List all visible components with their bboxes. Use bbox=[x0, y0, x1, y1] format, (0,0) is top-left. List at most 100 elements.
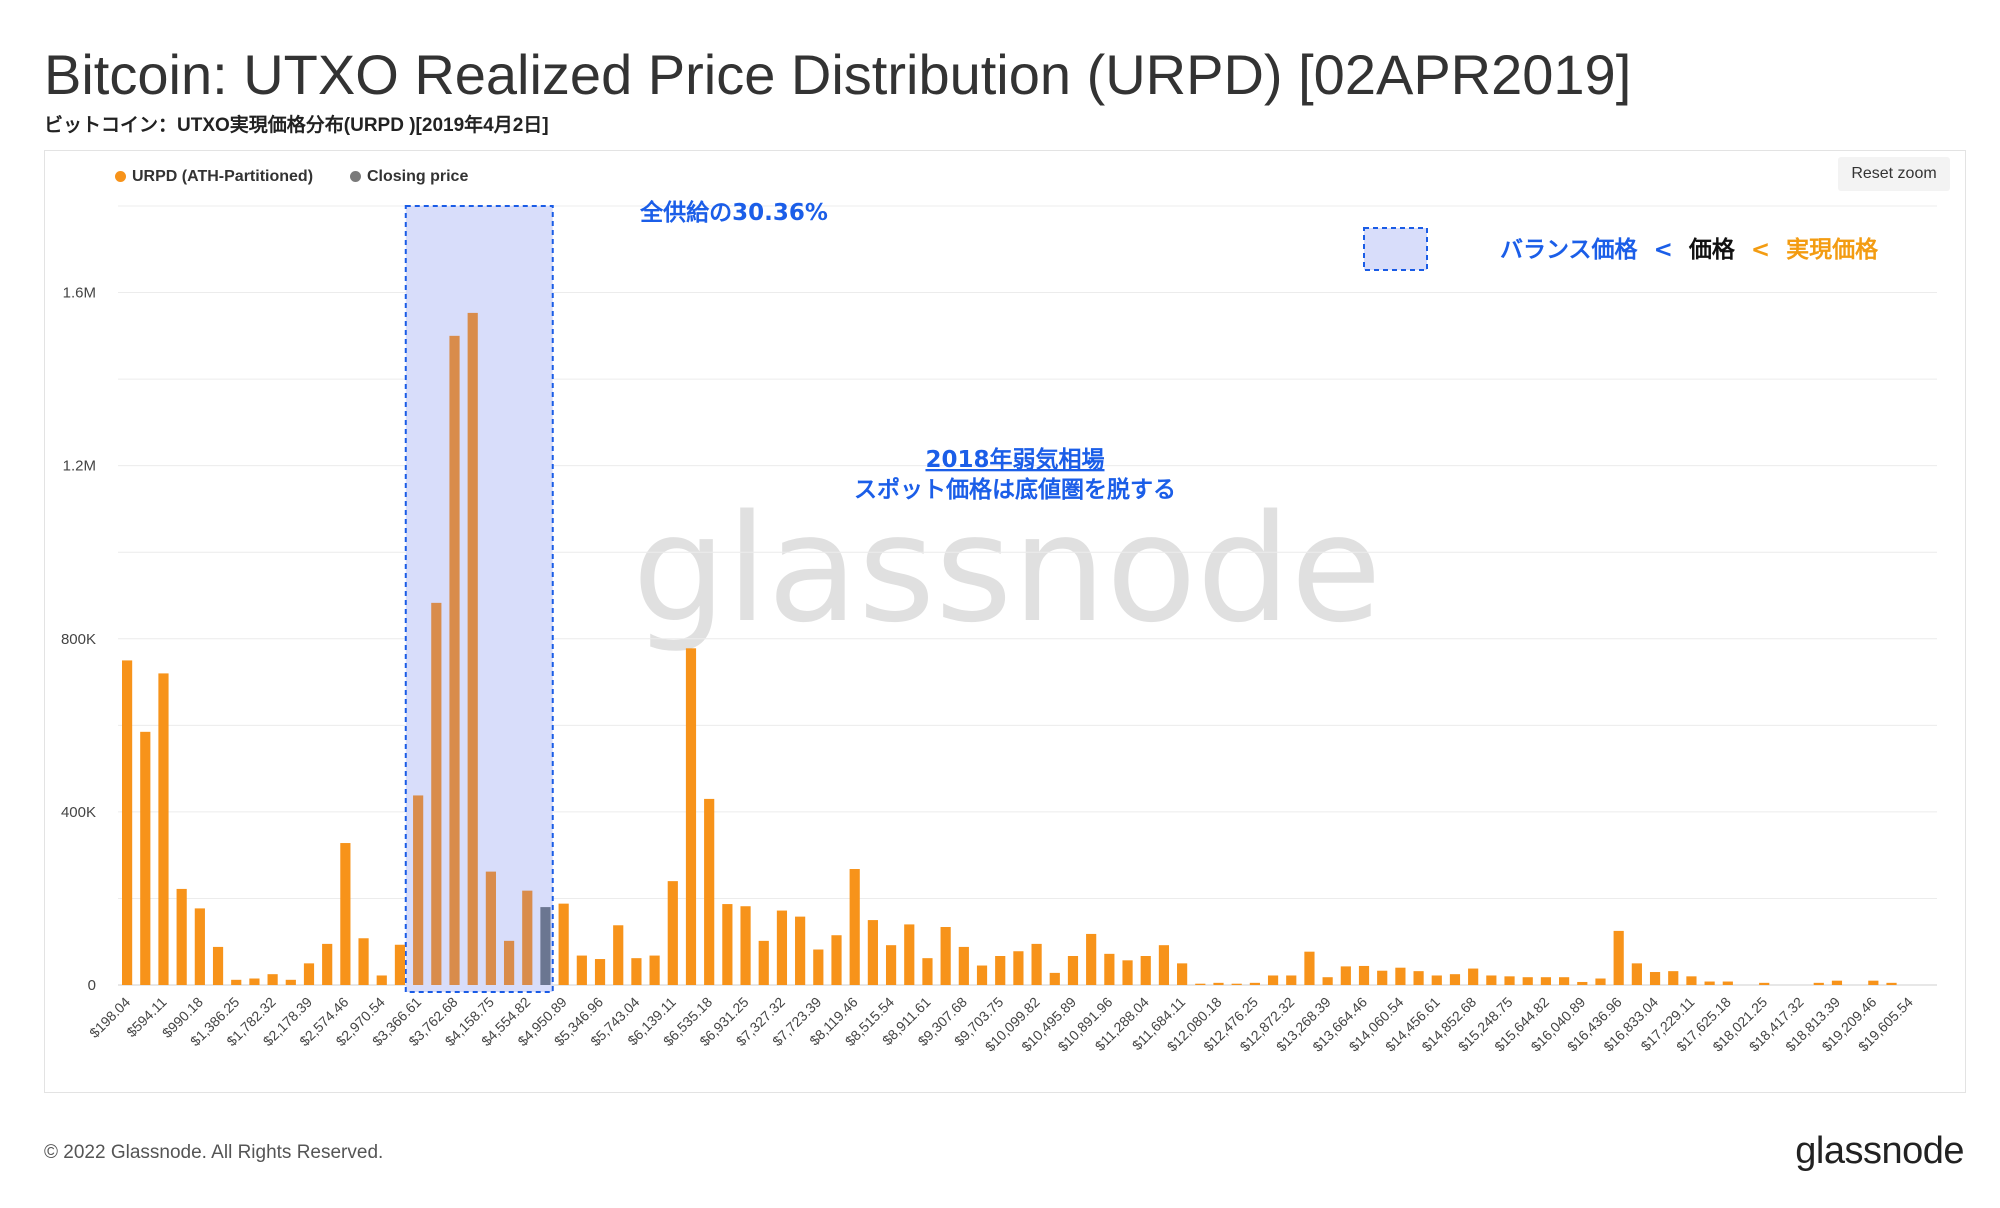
urpd-bar[interactable] bbox=[285, 979, 296, 985]
urpd-bar[interactable] bbox=[922, 958, 933, 985]
urpd-bar[interactable] bbox=[1104, 953, 1115, 985]
urpd-bar[interactable] bbox=[249, 978, 260, 985]
urpd-bar[interactable] bbox=[1413, 971, 1424, 985]
urpd-bar[interactable] bbox=[976, 965, 988, 985]
urpd-bar[interactable] bbox=[1122, 960, 1133, 985]
urpd-bar[interactable] bbox=[1249, 982, 1260, 985]
urpd-bar[interactable] bbox=[1067, 956, 1079, 985]
urpd-bar[interactable] bbox=[322, 943, 333, 985]
urpd-bar[interactable] bbox=[1886, 982, 1897, 985]
legend-item-closing-price[interactable]: Closing price bbox=[350, 168, 468, 186]
page-title: Bitcoin: UTXO Realized Price Distributio… bbox=[44, 43, 1632, 106]
urpd-bar[interactable] bbox=[1195, 983, 1206, 985]
urpd-bar[interactable] bbox=[1086, 933, 1097, 985]
urpd-bar[interactable] bbox=[849, 869, 860, 985]
urpd-bar[interactable] bbox=[867, 920, 878, 985]
urpd-bar[interactable] bbox=[722, 904, 733, 985]
urpd-bar[interactable] bbox=[485, 871, 496, 985]
urpd-bar[interactable] bbox=[1504, 976, 1515, 985]
closing-price-bar[interactable] bbox=[540, 907, 551, 985]
urpd-bar[interactable] bbox=[394, 944, 406, 985]
urpd-bar[interactable] bbox=[503, 940, 515, 985]
urpd-bar[interactable] bbox=[467, 312, 478, 985]
urpd-bar[interactable] bbox=[358, 938, 369, 985]
urpd-bar[interactable] bbox=[813, 949, 824, 985]
urpd-bar[interactable] bbox=[795, 916, 806, 985]
urpd-bar[interactable] bbox=[667, 881, 678, 985]
urpd-bar[interactable] bbox=[122, 660, 133, 985]
urpd-bar[interactable] bbox=[1031, 943, 1042, 985]
urpd-bar[interactable] bbox=[1395, 967, 1406, 985]
urpd-bar[interactable] bbox=[958, 946, 969, 985]
urpd-bar[interactable] bbox=[194, 908, 205, 985]
urpd-bar[interactable] bbox=[267, 974, 278, 985]
urpd-bar[interactable] bbox=[376, 975, 387, 985]
urpd-bar[interactable] bbox=[212, 946, 224, 985]
urpd-bar[interactable] bbox=[1668, 971, 1679, 985]
urpd-bar[interactable] bbox=[758, 940, 769, 985]
urpd-bar[interactable] bbox=[1304, 951, 1315, 985]
urpd-bar[interactable] bbox=[1868, 980, 1879, 985]
urpd-bar[interactable] bbox=[522, 890, 533, 985]
urpd-bar[interactable] bbox=[1158, 945, 1170, 985]
urpd-bar[interactable] bbox=[1013, 951, 1024, 985]
urpd-bar[interactable] bbox=[1813, 982, 1824, 985]
urpd-bar[interactable] bbox=[1340, 966, 1351, 985]
urpd-bar[interactable] bbox=[1559, 977, 1570, 985]
urpd-bar[interactable] bbox=[1286, 975, 1297, 985]
urpd-bar[interactable] bbox=[1722, 981, 1733, 985]
urpd-bar[interactable] bbox=[1613, 930, 1624, 985]
urpd-bar[interactable] bbox=[1358, 965, 1370, 985]
urpd-bar[interactable] bbox=[1522, 977, 1533, 985]
urpd-bar[interactable] bbox=[649, 955, 660, 985]
urpd-bar[interactable] bbox=[1431, 975, 1442, 985]
legend-item-urpd[interactable]: URPD (ATH-Partitioned) bbox=[115, 168, 313, 186]
urpd-bar[interactable] bbox=[685, 648, 697, 985]
urpd-bar[interactable] bbox=[1322, 977, 1333, 985]
urpd-bar[interactable] bbox=[1177, 963, 1188, 985]
urpd-bar[interactable] bbox=[904, 924, 915, 985]
urpd-bar[interactable] bbox=[831, 935, 842, 985]
urpd-bar[interactable] bbox=[1449, 974, 1461, 985]
key-label: バランス価格 < 価格 < 実現価格 bbox=[1500, 236, 1879, 263]
urpd-bar[interactable] bbox=[704, 798, 715, 985]
urpd-bar[interactable] bbox=[576, 955, 587, 985]
urpd-bar[interactable] bbox=[558, 903, 569, 985]
urpd-bar[interactable] bbox=[431, 602, 442, 985]
urpd-bar[interactable] bbox=[158, 673, 169, 985]
urpd-bar[interactable] bbox=[1704, 981, 1715, 985]
reset-zoom-button[interactable]: Reset zoom bbox=[1838, 157, 1950, 191]
urpd-bar[interactable] bbox=[594, 959, 606, 985]
urpd-bar[interactable] bbox=[613, 925, 624, 985]
urpd-bar[interactable] bbox=[940, 927, 951, 985]
urpd-bar[interactable] bbox=[1267, 975, 1279, 985]
urpd-bar[interactable] bbox=[340, 843, 351, 985]
urpd-bar[interactable] bbox=[631, 958, 642, 985]
urpd-bar[interactable] bbox=[1231, 983, 1242, 985]
urpd-bar[interactable] bbox=[1577, 981, 1588, 985]
urpd-bar[interactable] bbox=[995, 956, 1006, 985]
urpd-bar[interactable] bbox=[1377, 970, 1388, 985]
urpd-bar[interactable] bbox=[1595, 978, 1606, 985]
urpd-bar[interactable] bbox=[176, 888, 187, 985]
key-realized-price: 実現価格 bbox=[1786, 236, 1879, 263]
urpd-bar[interactable] bbox=[413, 795, 424, 985]
urpd-bar[interactable] bbox=[885, 945, 897, 985]
urpd-bar[interactable] bbox=[1213, 982, 1224, 985]
urpd-bar[interactable] bbox=[1831, 980, 1843, 985]
urpd-bar[interactable] bbox=[776, 910, 788, 985]
urpd-bar[interactable] bbox=[449, 335, 460, 985]
urpd-bar[interactable] bbox=[1468, 968, 1479, 985]
urpd-bar[interactable] bbox=[1540, 977, 1552, 985]
urpd-bar[interactable] bbox=[303, 963, 315, 985]
urpd-bar[interactable] bbox=[1649, 972, 1661, 985]
urpd-bar[interactable] bbox=[740, 906, 751, 985]
urpd-bar[interactable] bbox=[1140, 956, 1151, 985]
urpd-bar[interactable] bbox=[1486, 975, 1497, 985]
urpd-bar[interactable] bbox=[231, 979, 242, 985]
urpd-bar[interactable] bbox=[1759, 982, 1770, 985]
urpd-bar[interactable] bbox=[1686, 976, 1697, 985]
urpd-bar[interactable] bbox=[140, 731, 151, 985]
urpd-bar[interactable] bbox=[1049, 972, 1060, 985]
urpd-bar[interactable] bbox=[1631, 963, 1642, 985]
